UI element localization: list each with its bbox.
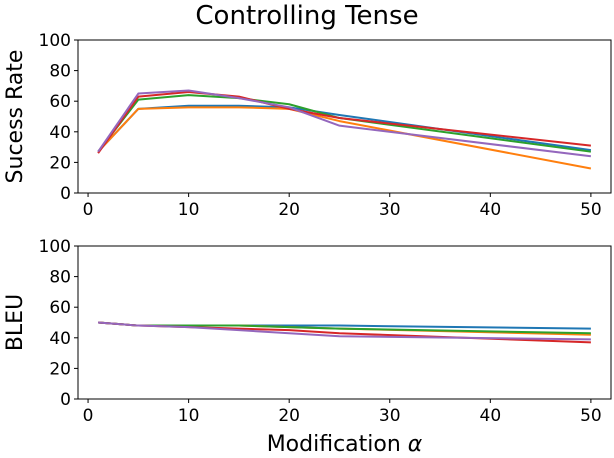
success-rate-panel: 0 10 20 30 40 50 0 20 40 60 80 100 Sucess Rate (3, 31, 612, 220)
x-tick-label: 0 (83, 200, 94, 220)
x-tick-label: 40 (480, 406, 502, 426)
y-axis-title: Sucess Rate (3, 50, 28, 184)
y-tick-label: 80 (49, 62, 71, 82)
series-line-4 (97, 91, 591, 154)
series-line-1 (97, 104, 592, 153)
plot-frame (77, 245, 612, 400)
y-tick-label: 0 (60, 390, 71, 410)
x-tick-label: 40 (480, 200, 502, 220)
series-line-5 (98, 321, 591, 341)
y-tick-label: 100 (39, 31, 71, 51)
series-line-3 (97, 94, 592, 153)
x-tick-label: 20 (278, 406, 300, 426)
x-tick-label: 30 (379, 406, 401, 426)
y-tick-label: 40 (49, 329, 71, 349)
y-tick-label: 0 (60, 184, 71, 204)
plot-frame (77, 39, 612, 194)
x-tick-label: 0 (83, 406, 94, 426)
y-tick-label: 20 (49, 153, 71, 173)
y-tick-label: 20 (49, 359, 71, 379)
figure-title: Controlling Tense (195, 1, 418, 31)
x-tick-label: 20 (278, 200, 300, 220)
bleu-panel: 0 10 20 30 40 50 0 20 40 60 80 100 BLEU Modification … (3, 237, 612, 457)
x-tick-label: 50 (580, 406, 602, 426)
series-line-5 (97, 89, 592, 158)
x-tick-label: 10 (178, 200, 200, 220)
y-tick-label: 80 (49, 268, 71, 288)
y-tick-label: 100 (39, 237, 71, 257)
y-tick-label: 40 (49, 123, 71, 143)
y-tick-label: 60 (49, 92, 71, 112)
y-axis-title: BLEU (3, 294, 28, 351)
x-tick-label: 10 (178, 406, 200, 426)
x-axis-title: Modification α (267, 432, 423, 457)
x-tick-label: 30 (379, 200, 401, 220)
y-tick-label: 60 (49, 298, 71, 318)
x-tick-label: 50 (580, 200, 602, 220)
series-line-2 (97, 106, 592, 170)
